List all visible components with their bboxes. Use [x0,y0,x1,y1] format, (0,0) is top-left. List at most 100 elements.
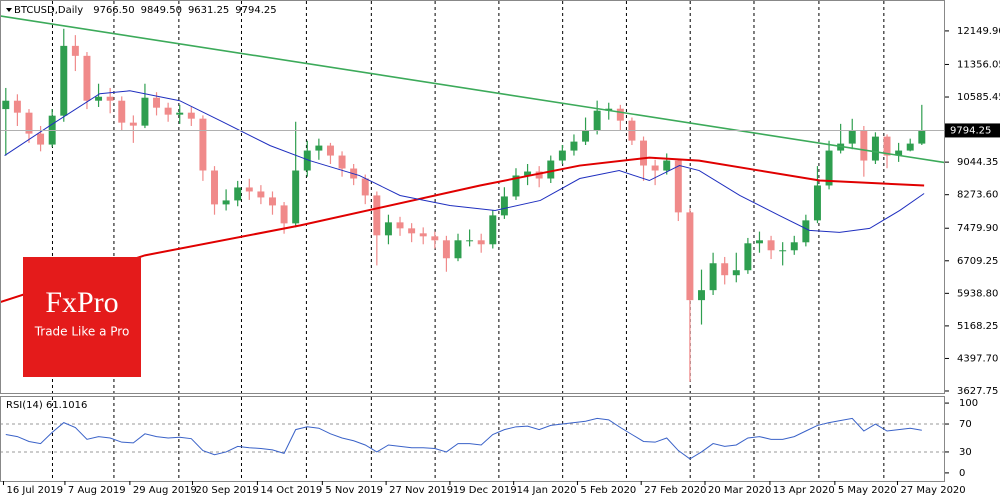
candle-body [454,240,462,259]
candle-body [779,250,787,252]
y-tick-label: 9044.35 [957,157,998,168]
y-tick-label: 70 [959,419,972,430]
candle-body [83,55,91,101]
candle-body [674,160,682,213]
candle-body [338,155,346,169]
y-tick-label: 10585.45 [957,92,1000,103]
main-frame [0,0,945,394]
x-tick-label: 27 Nov 2019 [389,485,453,496]
overlay-line [4,90,925,233]
candle-body [269,197,276,206]
x-tick-label: 5 Nov 2019 [325,485,383,496]
candle-body [698,290,705,301]
candle-body [95,96,103,101]
candle-body [2,100,10,110]
candle-body [257,191,265,198]
candle-body [825,150,833,186]
candle-body [361,178,369,196]
header-value: 9631.25 [188,5,229,16]
candle-body [326,145,334,156]
rsi-title: RSI(14) 61.1016 [6,400,87,411]
x-tick-label: 5 Feb 2020 [580,485,636,496]
candle-body [60,45,68,116]
overlay-line [0,156,925,304]
candle-body [570,141,578,151]
y-tick-label: 30 [959,447,972,458]
y-tick-label: 7479.90 [957,223,998,234]
x-tick-label: 7 Aug 2019 [68,485,126,496]
candle-body [744,243,752,271]
header-value: 9794.25 [235,5,276,16]
candle-body [176,112,184,115]
candle-body [848,130,856,144]
candle-body [164,107,172,115]
x-tick-label: 16 Jul 2019 [6,485,63,496]
logo-brand: FxPro [45,286,118,319]
y-tick-label: 11356.05 [957,59,1000,70]
candle-body [640,140,648,166]
x-tick-label: 13 Apr 2020 [773,485,835,496]
candle-body [721,263,729,276]
candle-body [280,205,288,224]
candle-body [106,96,114,101]
x-tick-label: 29 Aug 2019 [133,485,197,496]
candle-body [709,263,717,291]
rsi-panel [0,397,945,481]
y-tick-label: 6709.25 [957,256,998,267]
candle-body [489,215,497,245]
x-tick-label: 20 Sep 2019 [195,485,258,496]
candle-body [118,100,126,123]
x-tick-label: 14 Oct 2019 [260,485,322,496]
candle-body [384,222,392,236]
overlay-line [0,15,946,164]
candle-body [616,108,624,121]
candle-body [732,270,740,276]
header-value: 9766.50 [93,5,134,16]
price-marker-label: 9794.25 [950,125,991,136]
candle-body [813,185,821,221]
x-tick-label: 27 Feb 2020 [644,485,706,496]
candle-body [686,212,694,301]
y-tick-label: 5168.25 [957,321,998,332]
y-tick-label: 100 [959,398,978,409]
candle-body [535,171,543,179]
candle-body [663,160,671,171]
candle-body [245,187,253,192]
y-tick-label: 8273.60 [957,190,998,201]
candle-body [13,100,21,113]
candle-body [651,165,659,171]
candle-body [790,242,798,251]
x-tick-label: 27 May 2020 [900,485,965,496]
candle-body [802,220,810,243]
candle-body [234,187,242,201]
candle-body [129,122,137,126]
rsi-frame [0,396,945,482]
candle-body [558,150,566,161]
candle-body [442,240,450,259]
candle-body [141,97,149,126]
candle-body [37,133,45,145]
x-tick-label: 14 Jan 2020 [517,485,577,496]
header-value: 9849.50 [141,5,182,16]
logo-box [23,257,141,377]
candle-body [71,45,79,56]
x-tick-label: 5 May 2020 [838,485,897,496]
candle-body [199,118,207,171]
y-tick-label: 12149.90 [957,26,1000,37]
candle-body [419,233,427,237]
candle-body [524,171,532,176]
candle-body [25,112,33,134]
candle-body [918,130,926,144]
x-tick-label: 20 Mar 2020 [708,485,771,496]
candle-body [756,240,763,244]
main-panel [0,1,946,393]
candle-body [906,143,914,151]
candle-body [187,112,195,119]
candle-body [396,222,404,229]
candle-body [593,110,601,131]
candle-body [466,240,474,242]
x-tick-label: 19 Dec 2019 [453,485,517,496]
candle-body [211,170,218,205]
